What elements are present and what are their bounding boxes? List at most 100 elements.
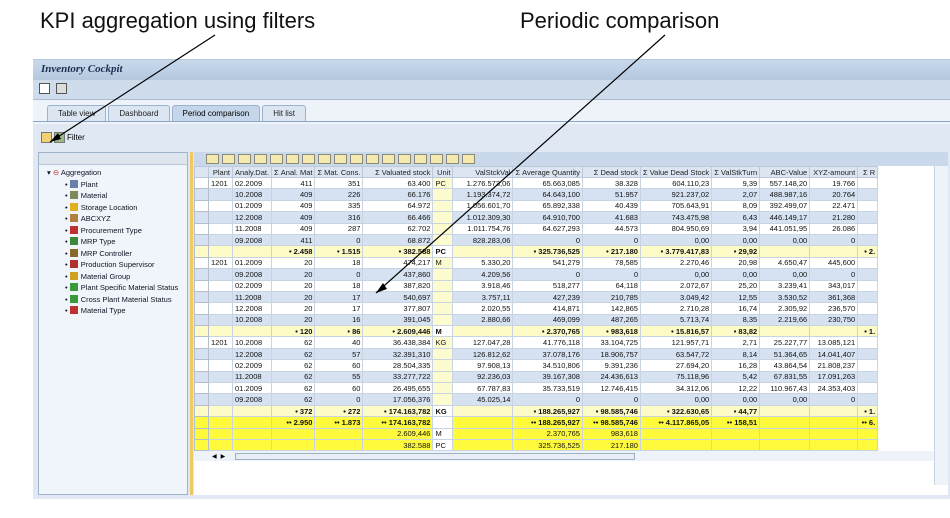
table-row[interactable]: 10.2008 409 226 66.176 1.193.374,72 64.643,10… [194,188,879,201]
table-row[interactable]: •• 2.950 •• 1.873 •• 174.163,782 •• 188.265… [194,416,879,429]
expand-tree-icon[interactable] [41,131,52,143]
excel-icon[interactable] [366,154,379,164]
tab-table-view[interactable]: Table view [47,105,107,121]
row-selector[interactable] [194,336,209,349]
table-row[interactable]: 12.2008 62 57 32.391,310 126.812,62 37.078,17… [194,347,879,361]
row-selector[interactable] [194,256,209,270]
table-row[interactable]: 1201 01.2009 20 18 474,217 M 5.330,20 541,279 78… [194,256,879,270]
settings-icon[interactable] [430,154,443,164]
column-header[interactable]: Σ R [857,166,879,178]
tree-item-procurement-type[interactable]: • Procurement Type [65,225,142,235]
table-row[interactable]: 1201 02.2009 411 351 63.400 PC 1.276.573,06 65.… [194,176,879,190]
table-row[interactable]: 11.2008 20 17 540,697 3.757,11 427,239 210,785… [194,290,879,304]
filter-label[interactable]: Filter [67,132,85,142]
tree-item-material[interactable]: • Material [65,191,108,200]
row-selector[interactable] [194,302,209,315]
find-icon[interactable] [254,154,267,164]
scroll-left-icon[interactable]: ◀ [212,453,217,460]
row-selector[interactable] [194,268,209,281]
table-row[interactable]: 11.2008 409 287 62.702 1.011.754,76 64.627,29… [194,222,879,235]
column-header[interactable]: Σ Dead stock [581,166,641,178]
tree-root-aggregation[interactable]: ▾ ⊖ Aggregation [47,168,102,177]
abc-icon[interactable] [446,154,459,164]
table-row[interactable]: • 2.458 • 1.515 • 382.588 PC • 325.736,525 • … [194,245,879,258]
row-selector[interactable] [194,222,209,235]
row-selector[interactable] [194,199,209,213]
row-selector[interactable] [194,313,209,327]
tree-item-mrp-controller[interactable]: • MRP Controller [65,248,132,258]
export-icon[interactable] [350,154,363,164]
details-icon[interactable] [206,154,219,164]
row-selector[interactable] [194,279,209,292]
row-selector[interactable] [194,382,209,395]
row-selector[interactable] [194,347,209,361]
column-header[interactable]: ValStckVal [452,166,514,178]
tree-item-plant-specific-material-status[interactable]: • Plant Specific Material Status [65,283,179,292]
table-row[interactable]: 382.588 PC 325.736,525 217.180 [194,438,879,452]
scroll-right-icon[interactable]: ▶ [220,453,226,460]
tab-hit-list[interactable]: Hit list [262,105,306,121]
column-header[interactable]: Unit [432,166,454,178]
filter-icon[interactable] [54,131,65,143]
table-row[interactable]: 02.2009 20 18 387,820 3.918,46 518,277 64,118 2… [194,279,879,292]
table-row[interactable]: • 120 • 86 • 2.609,446 M • 2.370,765 • 983,61… [194,325,879,338]
row-selector[interactable] [194,233,209,247]
tree-item-storage-location[interactable]: • Storage Location [65,202,138,212]
table-row[interactable]: 09.2008 20 0 437,860 4.209,56 0 0 0,00 0,00 0,00 0 [194,268,879,281]
column-header[interactable]: XYZ-amount [809,166,859,178]
column-header[interactable]: Σ Average Quantity [512,166,583,178]
tree-item-abcxyz[interactable]: • ABCXYZ [65,214,111,223]
row-selector[interactable] [194,404,209,418]
tree-item-material-group[interactable]: • Material Group [65,271,131,281]
splitter[interactable] [190,152,193,495]
row-selector[interactable] [194,188,209,201]
row-selector[interactable] [194,211,209,224]
tab-period-comparison[interactable]: Period comparison [171,105,261,121]
column-header[interactable]: ABC-Value [759,166,811,178]
scroll-thumb[interactable] [235,452,636,460]
column-header[interactable]: Σ Value Dead Stock [639,166,713,178]
chart-icon[interactable] [462,154,475,164]
filter-set-icon[interactable] [238,154,251,164]
find-next-icon[interactable] [270,154,283,164]
row-selector[interactable] [194,245,209,258]
vertical-scrollbar[interactable] [934,166,948,485]
row-selector[interactable] [194,438,209,452]
table-row[interactable]: 02.2009 62 60 28.504,335 97.908,13 34.510,806… [194,359,879,372]
table-row[interactable]: 01.2009 409 335 64.972 1.056.601,70 65.892,33… [194,199,879,213]
column-header[interactable]: Σ Valuated stock [362,166,434,178]
graph-icon[interactable] [398,154,411,164]
tree-item-plant[interactable]: • Plant [65,179,98,189]
table-row[interactable]: 11.2008 62 55 33.277,722 92.236,03 39.167,308… [194,370,879,384]
print-icon[interactable] [222,154,235,164]
table-row[interactable]: 01.2009 62 60 26.495,655 67.787,83 35.733,519… [194,382,879,395]
column-header[interactable]: Plant [208,166,233,178]
row-selector[interactable] [194,427,209,441]
row-selector[interactable] [194,359,209,372]
horizontal-scrollbar[interactable]: ◀ ▶ [194,451,948,462]
tree-item-mrp-type[interactable]: • MRP Type [65,237,116,246]
info-icon[interactable] [414,154,427,164]
table-row[interactable]: 2.609,446 M 2.370,765 983,618 [194,427,879,441]
layout-icon[interactable] [56,83,67,94]
row-selector[interactable] [194,416,209,429]
layout-icon[interactable] [382,154,395,164]
tree-item-production-supervisor[interactable]: • Production Supervisor [65,260,155,269]
subtotal-icon[interactable] [318,154,331,164]
sum-icon[interactable] [302,154,315,164]
new-document-icon[interactable] [39,83,50,94]
tree-item-material-type[interactable]: • Material Type [65,306,126,315]
table-row[interactable]: 1201 10.2008 62 40 36.438,384 KG 127.047,28 41.… [194,336,879,349]
table-row[interactable]: 12.2008 409 316 66.466 1.012.309,30 64.910,70… [194,211,879,224]
column-header[interactable]: Σ Mat. Cons. [314,166,364,178]
row-selector[interactable] [194,393,209,406]
select-all-icon[interactable] [194,166,209,178]
table-row[interactable]: • 372 • 272 • 174.163,782 KG • 188.265,927 • … [194,404,879,418]
table-row[interactable]: 09.2008 62 0 17.056,376 45.025,14 0 0 0,00 0,00 0… [194,393,879,406]
row-selector[interactable] [194,370,209,384]
tree-item-cross-plant-material-status[interactable]: • Cross Plant Material Status [65,294,172,304]
column-header[interactable]: Analy.Dat. [231,166,273,178]
table-row[interactable]: 10.2008 20 16 391,045 2.880,66 469,099 487,265… [194,313,879,327]
local-file-icon[interactable] [334,154,347,164]
column-header[interactable]: Σ Anal. Mat [271,166,316,178]
